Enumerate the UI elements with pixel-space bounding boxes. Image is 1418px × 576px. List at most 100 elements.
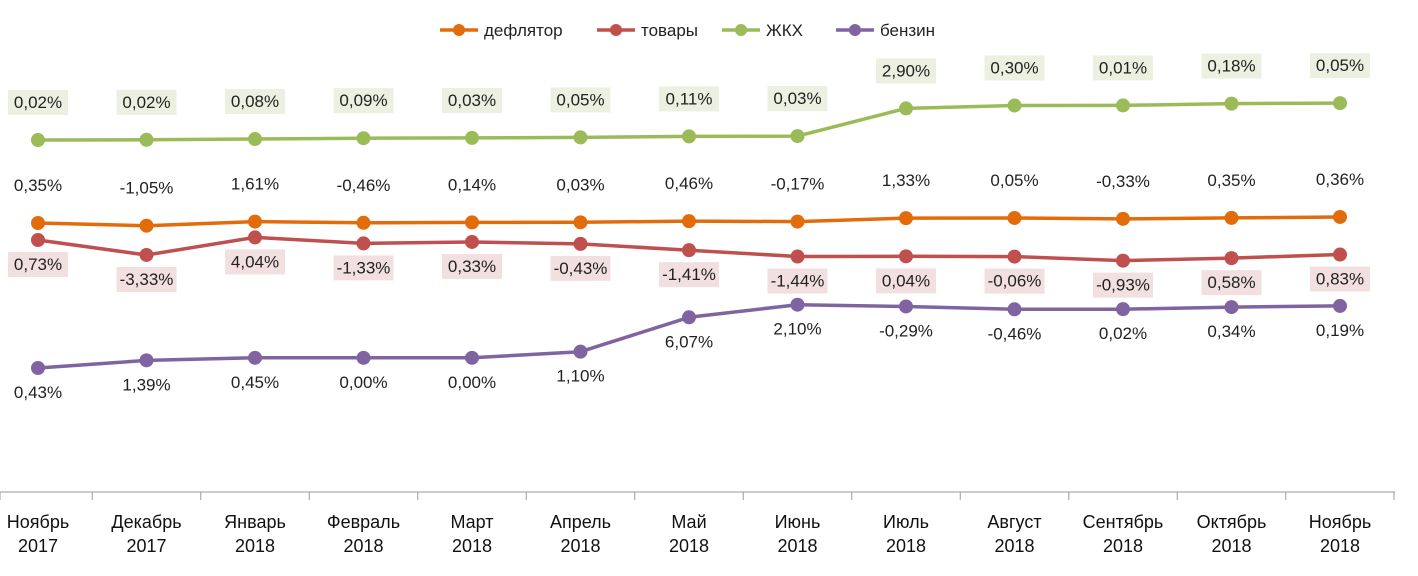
data-point [573,130,588,145]
data-label: 0,83% [1316,270,1364,289]
data-label-box [116,89,177,115]
data-label-box [225,249,285,275]
data-label: 0,11% [666,89,713,108]
data-point [682,310,696,325]
data-label: 1,33% [882,171,930,190]
x-tick-label-year: 2018 [777,536,817,556]
data-point [790,249,805,264]
legend-item-0: дефлятор [440,21,563,40]
data-label: 4,04% [231,252,279,271]
data-point [1007,210,1022,225]
data-label: 0,14% [448,175,496,194]
data-label: 0,02% [14,93,62,112]
data-label-box [1310,266,1370,292]
data-point [682,129,696,144]
x-tick-label-month: Октябрь [1197,512,1267,532]
legend-label: товары [641,21,698,40]
data-label-box [1093,55,1153,81]
data-point [139,247,154,262]
legend-label: дефлятор [484,21,563,40]
x-tick-label-year: 2018 [886,536,926,556]
data-point [1224,96,1239,111]
data-label: 0,03% [448,91,496,110]
data-label-box [442,87,502,113]
data-point [1333,247,1347,262]
data-label: -0,06% [988,272,1042,291]
data-point [899,249,913,264]
data-label: 0,08% [231,92,279,111]
data-label: 2,10% [773,320,821,339]
legend-marker [453,24,465,36]
data-label-box [442,253,502,279]
data-label: 1,61% [231,175,279,194]
data-label: -1,05% [120,179,174,198]
data-point [682,214,696,229]
data-label-box [767,268,828,294]
data-label: 0,05% [990,171,1038,190]
data-point [899,211,913,226]
data-label: 0,58% [1207,273,1255,292]
data-label-box [8,90,68,115]
data-label: 0,05% [556,90,604,109]
legend-label: бензин [880,21,935,40]
data-point [248,230,262,245]
data-label: -0,46% [988,324,1042,343]
data-label: 0,09% [339,91,387,110]
data-label: 2,90% [882,61,930,80]
x-tick-label-month: Август [987,512,1041,532]
legend: дефлятор товары ЖКХ бензин [440,21,935,40]
data-label: 0,00% [339,373,387,392]
data-point [248,214,262,229]
data-point [139,132,154,147]
data-label-box [333,255,394,281]
data-label: 0,00% [448,373,496,392]
x-tick-label-month: Ноябрь [1309,512,1371,532]
data-labels-0: 0,35% -1,05% 1,61% -0,46% 0,14% 0,03% 0,46% -0,… [14,170,1364,198]
data-point [465,350,479,365]
data-point [248,350,262,365]
data-point [1116,253,1130,268]
data-point [1007,249,1022,264]
x-tick-label-month: Январь [224,512,286,532]
x-tick-label-month: Апрель [550,512,611,532]
data-label-box [767,86,828,112]
x-tick-label-month: Декабрь [111,512,181,532]
data-label-box [1310,53,1370,79]
data-label: -0,43% [554,259,608,278]
series-3 [31,297,1347,375]
data-label-box [876,268,936,294]
data-point [573,344,588,359]
data-label: 0,73% [14,255,62,274]
data-label-box [550,87,611,113]
data-label: 0,03% [556,175,604,194]
x-tick-label-month: Сентябрь [1083,512,1164,532]
data-label-box [1201,53,1262,79]
data-point [790,129,805,144]
data-label-box [984,268,1045,294]
legend-item-1: товары [597,21,698,40]
data-point [1007,98,1022,113]
data-label: 0,33% [448,257,496,276]
data-label: 0,45% [231,373,279,392]
data-point [465,234,479,249]
data-label-box [8,252,68,277]
data-label-box [550,255,611,281]
data-point [899,299,913,314]
x-tick-label-year: 2018 [1211,536,1251,556]
series-0 [31,209,1347,233]
legend-marker [735,24,747,36]
data-point [139,218,154,233]
x-tick-label-year: 2018 [994,536,1034,556]
legend-marker [849,24,861,36]
data-label-box [659,262,719,288]
legend-item-2: ЖКХ [722,21,803,40]
data-label-box [225,89,285,115]
data-point [31,133,45,147]
data-label: -0,93% [1096,276,1150,295]
legend-marker [610,24,622,36]
data-point [465,215,479,230]
data-label: 1,39% [122,375,170,394]
x-tick-label-year: 2018 [1320,536,1360,556]
data-label: -0,17% [771,175,825,194]
